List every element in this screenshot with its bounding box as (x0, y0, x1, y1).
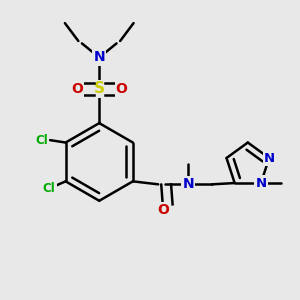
Text: O: O (157, 203, 169, 217)
Text: N: N (93, 50, 105, 64)
Text: O: O (71, 82, 83, 96)
Text: Cl: Cl (43, 182, 56, 195)
Text: O: O (116, 82, 127, 96)
Text: N: N (182, 177, 194, 191)
Text: S: S (94, 81, 105, 96)
Text: N: N (255, 176, 266, 190)
Text: N: N (264, 152, 275, 164)
Text: Cl: Cl (35, 134, 48, 147)
